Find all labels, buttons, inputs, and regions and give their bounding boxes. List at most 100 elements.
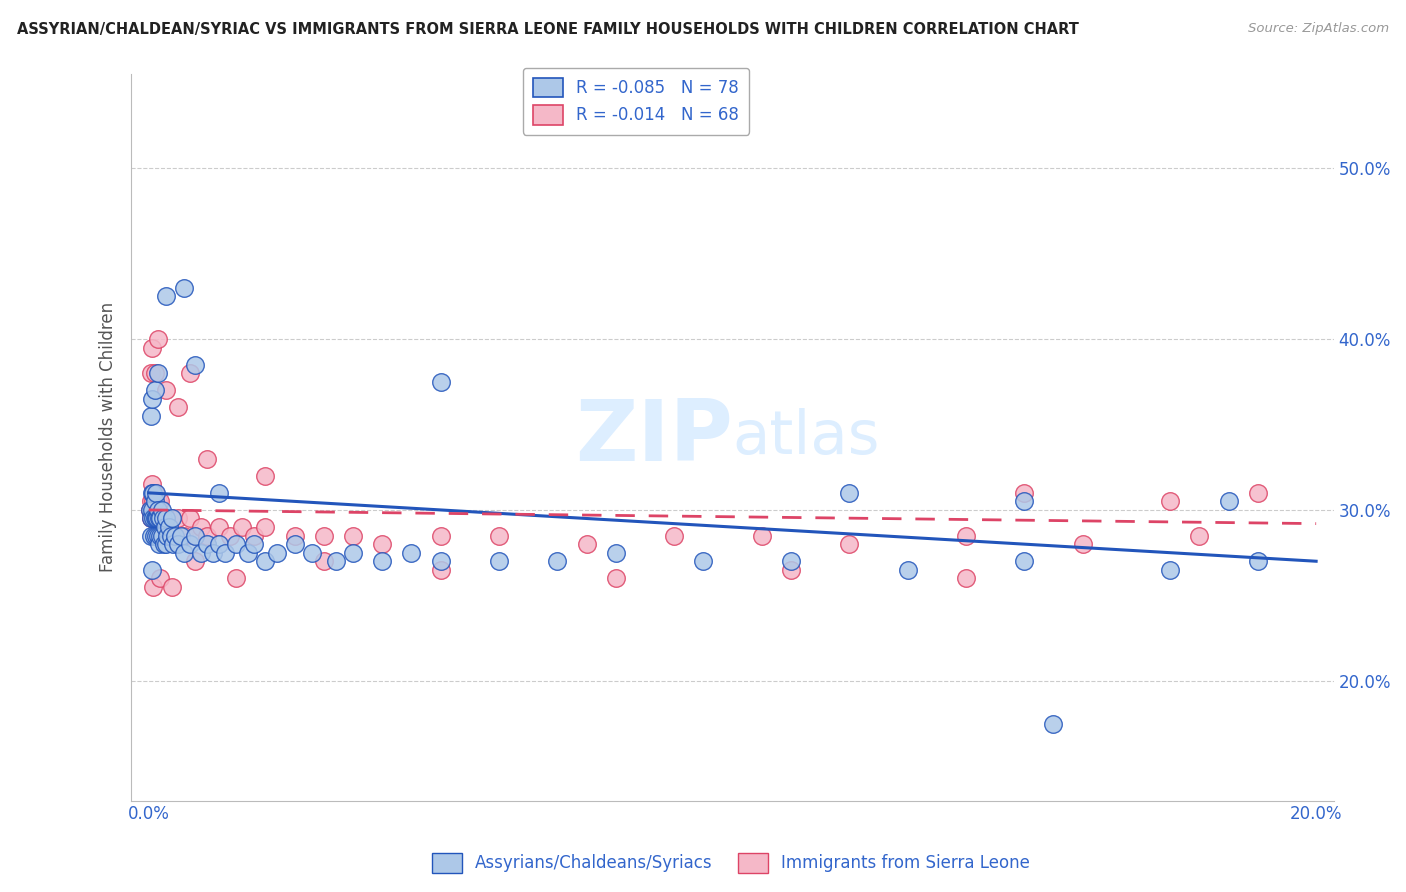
Point: [838, 537, 860, 551]
Point: [173, 546, 195, 560]
Point: [143, 528, 166, 542]
Point: [153, 520, 176, 534]
Point: [155, 511, 177, 525]
Point: [173, 280, 195, 294]
Point: [155, 383, 177, 397]
Point: [1014, 554, 1036, 568]
Point: [342, 546, 364, 560]
Point: [139, 366, 162, 380]
Point: [142, 511, 165, 525]
Point: [1188, 528, 1211, 542]
Point: [142, 580, 165, 594]
Point: [146, 511, 169, 525]
Point: [145, 511, 167, 525]
Point: [155, 520, 177, 534]
Text: ZIP: ZIP: [575, 396, 733, 479]
Point: [254, 554, 277, 568]
Point: [139, 511, 162, 525]
Point: [371, 537, 394, 551]
Point: [838, 486, 860, 500]
Point: [139, 409, 162, 423]
Point: [401, 546, 423, 560]
Point: [190, 520, 212, 534]
Text: ASSYRIAN/CHALDEAN/SYRIAC VS IMMIGRANTS FROM SIERRA LEONE FAMILY HOUSEHOLDS WITH : ASSYRIAN/CHALDEAN/SYRIAC VS IMMIGRANTS F…: [17, 22, 1078, 37]
Point: [160, 580, 183, 594]
Point: [142, 494, 165, 508]
Point: [184, 528, 207, 542]
Point: [662, 528, 685, 542]
Point: [150, 503, 173, 517]
Point: [236, 546, 259, 560]
Point: [208, 486, 231, 500]
Point: [148, 511, 170, 525]
Point: [312, 554, 335, 568]
Point: [139, 494, 162, 508]
Legend: Assyrians/Chaldeans/Syriacs, Immigrants from Sierra Leone: Assyrians/Chaldeans/Syriacs, Immigrants …: [426, 847, 1036, 880]
Point: [488, 554, 510, 568]
Point: [150, 528, 173, 542]
Point: [139, 503, 162, 517]
Point: [141, 341, 163, 355]
Point: [160, 528, 183, 542]
Point: [488, 528, 510, 542]
Point: [225, 537, 247, 551]
Point: [141, 486, 163, 500]
Point: [160, 511, 183, 525]
Point: [1071, 537, 1094, 551]
Point: [1042, 716, 1064, 731]
Point: [208, 520, 231, 534]
Point: [149, 571, 172, 585]
Point: [145, 486, 167, 500]
Point: [170, 528, 193, 542]
Point: [157, 528, 180, 542]
Point: [184, 358, 207, 372]
Point: [751, 528, 773, 542]
Point: [145, 511, 167, 525]
Point: [195, 537, 218, 551]
Point: [141, 477, 163, 491]
Point: [146, 511, 169, 525]
Point: [143, 511, 166, 525]
Point: [208, 537, 231, 551]
Point: [955, 528, 977, 542]
Point: [1014, 486, 1036, 500]
Y-axis label: Family Households with Children: Family Households with Children: [100, 302, 117, 573]
Point: [141, 392, 163, 406]
Point: [195, 451, 218, 466]
Point: [145, 528, 167, 542]
Point: [163, 528, 186, 542]
Point: [179, 511, 201, 525]
Point: [1247, 554, 1270, 568]
Point: [141, 511, 163, 525]
Point: [429, 554, 451, 568]
Point: [146, 494, 169, 508]
Point: [219, 528, 242, 542]
Point: [214, 546, 236, 560]
Point: [146, 366, 169, 380]
Legend: R = -0.085   N = 78, R = -0.014   N = 68: R = -0.085 N = 78, R = -0.014 N = 68: [523, 68, 749, 135]
Point: [1014, 494, 1036, 508]
Point: [156, 511, 179, 525]
Text: Source: ZipAtlas.com: Source: ZipAtlas.com: [1249, 22, 1389, 36]
Point: [955, 571, 977, 585]
Point: [254, 468, 277, 483]
Point: [145, 494, 167, 508]
Point: [167, 537, 190, 551]
Point: [167, 511, 190, 525]
Point: [157, 520, 180, 534]
Point: [243, 528, 266, 542]
Point: [143, 366, 166, 380]
Point: [139, 503, 162, 517]
Point: [779, 563, 801, 577]
Point: [162, 537, 184, 551]
Point: [142, 511, 165, 525]
Point: [266, 546, 288, 560]
Point: [429, 528, 451, 542]
Point: [371, 554, 394, 568]
Point: [301, 546, 323, 560]
Point: [254, 520, 277, 534]
Point: [231, 520, 253, 534]
Point: [243, 537, 266, 551]
Point: [152, 511, 174, 525]
Point: [179, 537, 201, 551]
